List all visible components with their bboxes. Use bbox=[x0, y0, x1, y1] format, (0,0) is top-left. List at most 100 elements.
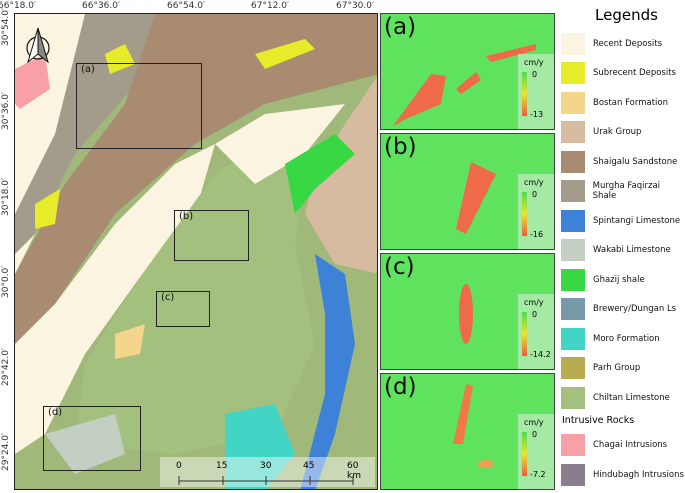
legend-swatch bbox=[561, 121, 585, 144]
legend-item: Chagai Intrusions bbox=[558, 431, 685, 461]
legend-label: Bostan Formation bbox=[593, 97, 668, 108]
legend-swatch bbox=[561, 32, 585, 55]
scale-tick: 45 bbox=[303, 461, 315, 471]
ghazij-shale-area bbox=[285, 134, 355, 214]
spintangi-limestone-area bbox=[300, 254, 355, 489]
wakabi-limestone-area bbox=[45, 414, 125, 474]
inset-label: (c) bbox=[161, 292, 175, 303]
recent-deposits-area bbox=[215, 104, 345, 184]
legend-label: Parh Group bbox=[593, 363, 641, 374]
subrecent-deposits-area bbox=[255, 39, 315, 69]
lon-tick: 67°12.0′ bbox=[251, 1, 290, 11]
legend-label: Brewery/Dungan Ls bbox=[593, 304, 677, 315]
colorbar-max: 0 bbox=[532, 190, 538, 199]
colorbar: cm/y 0 -14.2 bbox=[518, 294, 554, 369]
subrecent-deposits-area bbox=[35, 189, 60, 229]
recent-deposits-area bbox=[15, 144, 215, 454]
legend-swatch bbox=[561, 268, 585, 291]
lat-tick: 30°18.0′ bbox=[1, 177, 11, 216]
legend-swatch bbox=[561, 386, 585, 409]
subrecent-deposits-area bbox=[105, 44, 135, 74]
scale-tick: 30 bbox=[260, 461, 272, 471]
legend-item: Wakabi Limestone bbox=[558, 236, 685, 266]
inset-box-b[interactable]: (b) bbox=[174, 210, 249, 261]
legend-label: Recent Deposits bbox=[593, 38, 663, 49]
bostan-formation-area bbox=[115, 324, 145, 359]
colorbar-max: 0 bbox=[532, 310, 538, 319]
legend-swatch bbox=[561, 463, 585, 486]
colorbar-max: 0 bbox=[532, 70, 538, 79]
legend-item: Spintangi Limestone bbox=[558, 206, 685, 236]
legend-item: Brewery/Dungan Ls bbox=[558, 295, 685, 325]
legend-label: Wakabi Limestone bbox=[593, 245, 671, 256]
lon-tick: 66°36.0′ bbox=[82, 1, 121, 11]
colorbar-min: -14.2 bbox=[530, 350, 551, 359]
legend-subtitle: Intrusive Rocks bbox=[562, 414, 635, 426]
legend-title: Legends bbox=[595, 6, 658, 24]
colorbar-unit: cm/y bbox=[524, 298, 544, 307]
scale-tick: 0 bbox=[176, 461, 182, 471]
legend-label: Spintangi Limestone bbox=[593, 215, 681, 226]
legend-label: Moro Formation bbox=[593, 333, 660, 344]
lon-tick: 67°30.0′ bbox=[336, 1, 375, 11]
lat-tick: 30°0.0′ bbox=[1, 265, 11, 298]
lat-tick: 29°24.0′ bbox=[1, 432, 11, 471]
legend-item: Hindubagh Intrusions bbox=[558, 460, 685, 490]
legend-label: Ghazij shale bbox=[593, 274, 645, 285]
panel-c: (c) cm/y 0 -14.2 bbox=[380, 253, 555, 370]
legend-item: Moro Formation bbox=[558, 324, 685, 354]
legend-swatch bbox=[561, 62, 585, 85]
shaigalu-sandstone-area bbox=[15, 14, 377, 344]
legend-item: Subrecent Deposits bbox=[558, 59, 685, 89]
panel-a: (a) cm/y 0 -13 bbox=[380, 13, 555, 130]
murgha-shale-area bbox=[15, 14, 155, 254]
panel-label: (d) bbox=[384, 374, 417, 400]
legend-item: Bostan Formation bbox=[558, 88, 685, 118]
north-arrow-icon bbox=[25, 26, 51, 64]
legend-item: Recent Deposits bbox=[558, 29, 685, 59]
legend-item: Chiltan Limestone bbox=[558, 383, 685, 413]
colorbar-unit: cm/y bbox=[524, 418, 544, 427]
legend-item: Murgha Faqirzai Shale bbox=[558, 177, 685, 207]
colorbar: cm/y 0 -16 bbox=[518, 174, 554, 249]
legend-item: Urak Group bbox=[558, 118, 685, 148]
panel-d: (d) cm/y 0 -7.2 bbox=[380, 373, 555, 490]
subsidence-zone bbox=[393, 44, 536, 126]
legend-swatch bbox=[561, 298, 585, 321]
panel-b: (b) cm/y 0 -16 bbox=[380, 133, 555, 250]
lon-tick: 66°18.0′ bbox=[0, 1, 37, 11]
map-layers bbox=[15, 14, 377, 489]
legend-item: Shaigalu Sandstone bbox=[558, 147, 685, 177]
legend-swatch bbox=[561, 434, 585, 457]
legend-swatch bbox=[561, 180, 585, 203]
colorbar-max: 0 bbox=[532, 430, 538, 439]
inset-label: (d) bbox=[48, 407, 63, 418]
panel-label: (b) bbox=[384, 134, 417, 160]
legend-label: Subrecent Deposits bbox=[593, 68, 676, 79]
legend-swatch bbox=[561, 150, 585, 173]
legend-label: Urak Group bbox=[593, 127, 642, 138]
panel-label: (a) bbox=[384, 14, 417, 40]
legend-item: Ghazij shale bbox=[558, 265, 685, 295]
legend-swatch bbox=[561, 239, 585, 262]
legend-item: Parh Group bbox=[558, 354, 685, 384]
inset-box-a[interactable]: (a) bbox=[76, 63, 202, 149]
legend-swatch bbox=[561, 209, 585, 232]
subsidence-zone bbox=[453, 384, 494, 468]
inset-box-c[interactable]: (c) bbox=[156, 291, 210, 327]
legend-label: Chiltan Limestone bbox=[593, 392, 670, 403]
inset-box-d[interactable]: (d) bbox=[43, 406, 141, 471]
chiltan-limestone-area bbox=[75, 134, 315, 454]
chagai-intrusion-area bbox=[15, 54, 50, 109]
geological-map[interactable]: (a) (b) (c) (d) bbox=[14, 13, 378, 490]
moro-formation-area bbox=[225, 404, 295, 489]
scale-tick: 60 km bbox=[347, 461, 361, 481]
legend-label: Shaigalu Sandstone bbox=[593, 156, 678, 167]
colorbar: cm/y 0 -7.2 bbox=[518, 414, 554, 489]
lat-tick: 30°54.0′ bbox=[1, 7, 11, 46]
subsidence-zone bbox=[456, 162, 496, 234]
subsidence-zone bbox=[459, 284, 473, 344]
legend-label: Hindubagh Intrusions bbox=[593, 469, 684, 480]
scale-bar: 0 15 30 45 60 km bbox=[160, 457, 375, 487]
colorbar-min: -13 bbox=[530, 110, 544, 119]
